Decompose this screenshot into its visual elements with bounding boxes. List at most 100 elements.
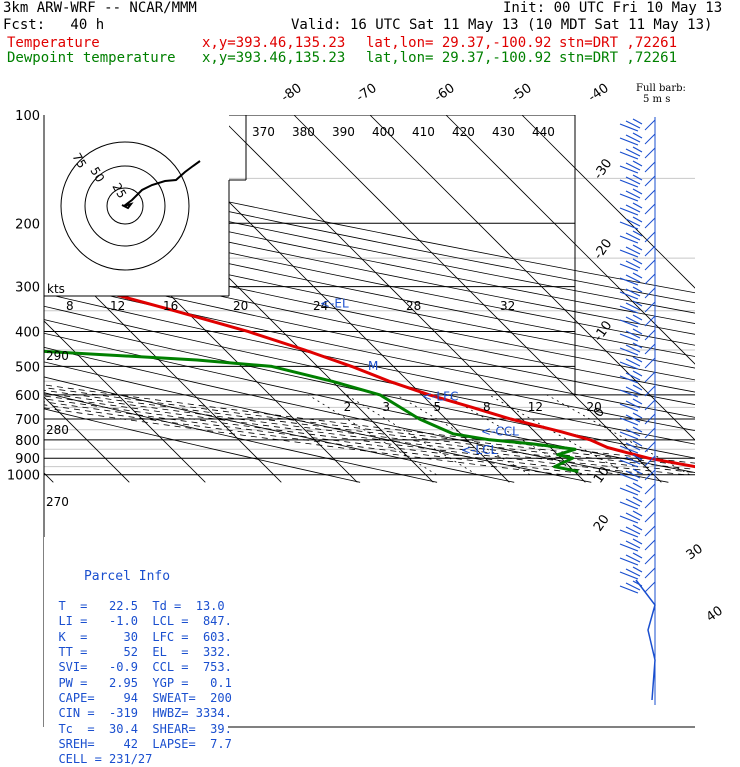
barb-legend-line1: Full barb: bbox=[636, 83, 686, 94]
dry-adiabat-line bbox=[44, 319, 695, 459]
wind-barb bbox=[619, 300, 643, 314]
wind-barb-shaft bbox=[644, 343, 656, 355]
dry-adiabat-line bbox=[44, 376, 515, 483]
wind-barb-shaft bbox=[644, 245, 656, 257]
isotherm-label: -70 bbox=[354, 81, 380, 105]
wind-barb bbox=[619, 510, 643, 524]
skew-t-chart: 100 200 300 400 500 600 700 800 900 1000 2 3 5 8 12 20 -… bbox=[6, 80, 726, 730]
dewpoint-latlon: lat,lon= 29.37,-100.92 bbox=[366, 50, 552, 66]
wind-barb-shaft bbox=[644, 175, 656, 187]
pressure-tick-label: 700 bbox=[15, 413, 40, 428]
parcel-row: TT = 52 EL = 332. bbox=[58, 645, 232, 660]
dry-adiabat-line bbox=[44, 280, 695, 418]
parcel-row: LI = -1.0 LCL = 847. bbox=[58, 614, 232, 629]
isotherm-line bbox=[521, 115, 695, 289]
parcel-info-title: Parcel Info bbox=[83, 568, 171, 584]
wind-barb-shaft bbox=[644, 357, 656, 369]
pressure-tick-label: 500 bbox=[15, 360, 40, 375]
moist-adiabat-line bbox=[44, 407, 563, 476]
hodograph-ring-label: 50 bbox=[87, 165, 107, 185]
potential-temperature-label: 440 bbox=[532, 125, 555, 139]
mixing-ratio-label: 3 bbox=[382, 400, 390, 414]
level-marker-lfc: <-LFC bbox=[422, 390, 458, 404]
level-marker-el: <-EL bbox=[320, 296, 349, 310]
wind-barb-shaft bbox=[644, 385, 656, 397]
wind-barb bbox=[619, 286, 643, 300]
wind-barb bbox=[619, 412, 643, 426]
wind-barb bbox=[619, 342, 643, 356]
isotherm-label: -60 bbox=[432, 81, 458, 105]
wind-barb bbox=[619, 524, 643, 538]
hodograph-ring-label: 25 bbox=[109, 181, 129, 201]
wind-barb-shaft bbox=[644, 231, 656, 243]
parcel-row: SREH= 42 LAPSE= 7.7 bbox=[58, 736, 232, 751]
isotherm-label: 20 bbox=[591, 512, 613, 534]
isotherm-line bbox=[44, 320, 206, 483]
wind-barb-shaft bbox=[644, 567, 656, 579]
wind-barb-shaft bbox=[644, 259, 656, 271]
wind-barb-shaft bbox=[644, 119, 656, 131]
isotherm-line bbox=[445, 115, 695, 365]
parcel-row: CAPE= 94 SWEAT= 200 bbox=[58, 690, 232, 705]
dry-adiabat-line bbox=[44, 346, 669, 483]
potential-temperature-label: 430 bbox=[492, 125, 515, 139]
moist-adiabat-line bbox=[44, 392, 695, 473]
mixing-ratio-label: 2 bbox=[344, 400, 352, 414]
dry-adiabat-line bbox=[44, 211, 695, 346]
mixing-ratio-label: 20 bbox=[587, 400, 602, 414]
moist-adiabat-line bbox=[44, 395, 685, 476]
pressure-tick-label: 900 bbox=[15, 452, 40, 467]
wind-barb-shaft bbox=[644, 301, 656, 313]
mixing-ratio-line bbox=[308, 394, 437, 476]
pressure-tick-label: 1000 bbox=[7, 469, 40, 484]
wind-barb bbox=[619, 314, 643, 328]
wind-barb bbox=[619, 216, 643, 230]
dry-adiabat-line bbox=[44, 332, 695, 473]
isotherm-label: -50 bbox=[509, 81, 535, 105]
wind-barb-shaft bbox=[644, 147, 656, 159]
wind-barb bbox=[619, 566, 643, 580]
wind-barb-shaft bbox=[644, 217, 656, 229]
dry-adiabat-line bbox=[44, 181, 695, 314]
hodograph-speed-label: 12 bbox=[110, 299, 125, 313]
isotherm-label: -40 bbox=[586, 81, 612, 105]
wind-barb bbox=[619, 160, 643, 174]
potential-temperature-label: 380 bbox=[292, 125, 315, 139]
wind-barb bbox=[619, 398, 643, 412]
wind-barb bbox=[619, 258, 643, 272]
wind-barb-shaft bbox=[644, 497, 656, 509]
potential-temperature-label: 370 bbox=[252, 125, 275, 139]
dry-adiabat-line bbox=[44, 171, 695, 304]
dewpoint-station: stn=DRT ,72261 bbox=[559, 50, 678, 66]
mixing-ratio-line bbox=[396, 394, 531, 476]
wind-barb-shaft bbox=[644, 455, 656, 467]
wind-barb-shaft bbox=[644, 287, 656, 299]
wind-barb bbox=[619, 118, 643, 132]
dry-adiabat-line bbox=[44, 201, 695, 335]
level-marker-lcl: <-LCL bbox=[461, 443, 497, 457]
potential-temperature-label: 400 bbox=[372, 125, 395, 139]
isotherm-label: -80 bbox=[279, 81, 305, 105]
isotherm-label: -10 bbox=[591, 318, 615, 344]
pressure-tick-label: 200 bbox=[15, 217, 40, 232]
wind-barb bbox=[619, 538, 643, 552]
parcel-info-background bbox=[44, 537, 228, 730]
moist-adiabat-line bbox=[44, 389, 695, 470]
parcel-row: K = 30 LFC = 603. bbox=[58, 629, 232, 644]
wind-barb-shaft bbox=[644, 413, 656, 425]
dewpoint-xy: x,y=393.46,135.23 bbox=[202, 50, 346, 66]
wind-barb-shaft bbox=[644, 371, 656, 383]
wind-barb bbox=[619, 440, 643, 454]
moist-adiabat-line bbox=[44, 404, 593, 476]
dry-adiabat-line bbox=[44, 408, 361, 483]
wind-barb-shaft bbox=[644, 203, 656, 215]
isotherm-line bbox=[44, 244, 282, 483]
pressure-tick-label: 600 bbox=[15, 389, 40, 404]
wind-barb bbox=[619, 146, 643, 160]
hodograph-speed-label: kts bbox=[47, 282, 65, 296]
wind-barb bbox=[619, 272, 643, 286]
pressure-tick-label: 800 bbox=[15, 434, 40, 449]
potential-temperature-label: 410 bbox=[412, 125, 435, 139]
mixing-ratio-line bbox=[445, 394, 582, 476]
wind-barb bbox=[619, 468, 643, 482]
